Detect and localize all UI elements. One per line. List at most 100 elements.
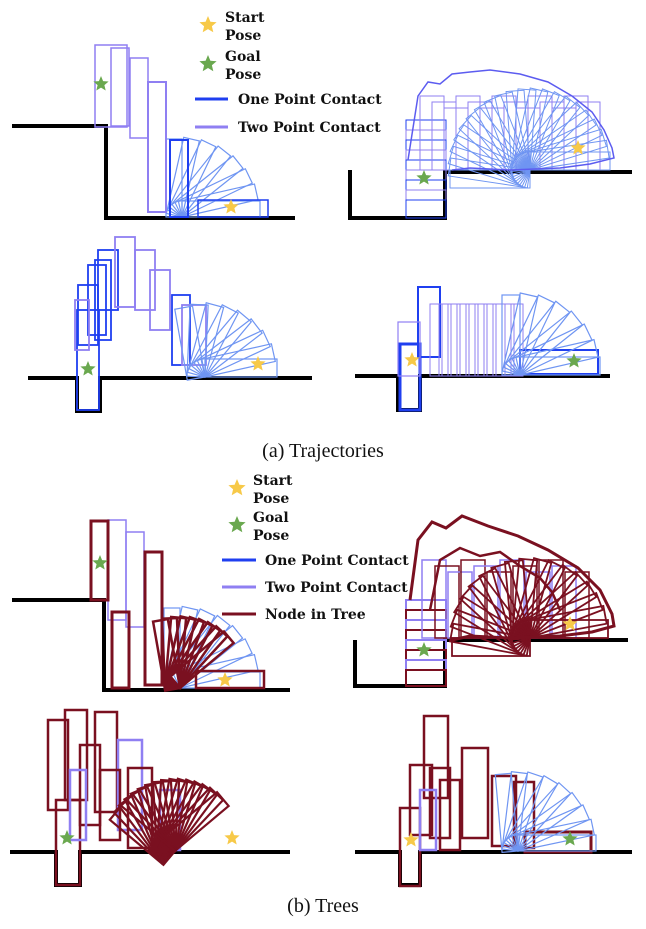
start-pose-star [570,140,586,155]
goal-pose-star [416,170,432,185]
legend-one-point-label: One Point Contact [265,553,409,569]
fan-rect [174,305,206,381]
legend-goal-label-2: Pose [225,67,261,83]
tree-node-rect [116,738,144,832]
fan-rect [524,128,608,171]
fan-rect [193,318,263,378]
start-pose-star [223,199,239,214]
stack-rect [405,199,447,219]
caption-trajectories: (a) Trajectories [262,440,384,462]
environment-wall [12,598,290,692]
legend-goal-label-2: Pose [253,528,289,544]
fan-rect [503,774,559,852]
stack-rect [405,669,447,687]
fan-rectangles [494,770,597,854]
tree-node-rect [110,610,131,690]
fan-rect [458,114,531,184]
stack-rect [421,559,447,639]
tree-node-rect [422,714,450,800]
trajectory-rect [492,303,506,377]
fan-rect [449,608,532,656]
two-point-rect [147,81,167,213]
legend-node-label: Node in Tree [265,607,366,623]
fan-rect [449,169,531,189]
tree-envelope [408,514,616,642]
two-point-rect [107,519,127,621]
panel-trajectories: Start Pose Goal Pose One Point Contact T… [12,10,632,413]
caption-trees: (b) Trees [287,895,359,917]
environment-wall [355,374,610,412]
fan-rectangles [447,87,611,189]
two-point-rect [110,47,130,127]
fan-rect [453,124,531,186]
goal-pose-star [80,361,96,376]
fan-rect [188,304,240,378]
fan-rect [452,595,532,655]
tree-node-fan [151,614,236,693]
legend-goal-label: Goal [253,510,289,526]
tree-node-rect [63,708,89,802]
one-point-rect [197,199,269,218]
fan-rect [505,89,531,172]
trajectory-rect [97,249,119,311]
stack-rect [405,189,447,219]
legend-two-point-label: Two Point Contact [238,120,381,136]
trajectory-rect [134,249,156,311]
subplot-b1 [12,519,290,693]
fan-rect [517,101,590,171]
trajectory-envelope [407,69,615,171]
fan-rect [473,100,531,180]
stack-rect [434,565,460,639]
fan-rect [502,294,556,376]
tree-node-rect [54,798,82,887]
fan-rect [507,791,583,852]
environment-wall [353,638,628,688]
tree-node-rect [126,766,154,850]
trajectory-rect [456,303,470,377]
fan-rect [186,302,225,378]
trajectory-rectangles [74,236,207,411]
legend-start-label: Start [253,473,293,489]
trajectory-rect [438,303,452,377]
trajectory-rect [397,321,421,377]
fan-rect [512,88,560,171]
goal-pose-star [92,555,108,570]
trajectory-rect [465,303,479,377]
legend-two-point-label: Two Point Contact [265,580,408,596]
subplot-a1 [12,44,295,220]
legend-start-label: Start [225,10,265,26]
trajectory-rectangles [397,286,599,412]
fan-rect [196,329,272,378]
tree-node-rect [46,718,70,812]
fan-rectangles [501,292,601,376]
trajectory-rect [510,303,524,377]
tree-node-rect [194,669,266,690]
fan-rect [521,118,603,171]
tree-node-rect [151,617,182,693]
fan-rect [165,136,201,218]
subplot-b4 [355,714,632,888]
tree-node-rect [93,710,119,814]
start-pose-star [562,616,578,631]
fan-rect [494,772,519,854]
legend-start-label-2: Pose [225,28,261,44]
fan-rectangles [108,777,231,867]
fan-rect [465,106,531,182]
fan-rect [515,95,581,171]
fan-rect [168,145,232,218]
fan-rect [467,574,532,651]
tree-node-rect [460,746,490,840]
tree-node-rect [438,778,462,852]
start-pose-star [217,672,233,687]
goal-pose-star [562,831,578,846]
fan-rect [511,323,593,376]
goal-pose-star [59,830,75,845]
stack-rectangles [405,559,590,687]
tree-envelope-inner [428,546,562,611]
fan-rect [483,94,531,178]
fan-rect [501,294,521,376]
fan-rect [519,109,597,171]
tree-node-rect [418,788,438,852]
subplot-a2 [348,69,632,220]
